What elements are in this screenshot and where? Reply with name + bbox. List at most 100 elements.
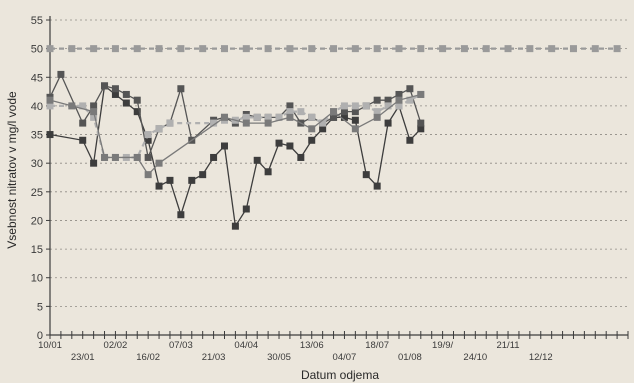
x-tick-label: 30/05	[267, 352, 291, 363]
y-tick-label: 35	[31, 130, 43, 142]
data-point-marker	[144, 153, 152, 161]
data-point-marker	[308, 136, 316, 144]
data-point-marker	[417, 45, 425, 53]
data-point-marker	[417, 90, 425, 98]
data-point-marker	[373, 96, 381, 104]
data-point-marker	[373, 182, 381, 190]
data-point-marker	[395, 102, 403, 110]
data-point-marker	[188, 176, 196, 184]
x-tick-label: 13/06	[300, 340, 324, 351]
y-tick-label: 30	[31, 158, 43, 170]
data-point-marker	[264, 119, 272, 127]
x-tick-label: 01/08	[398, 352, 422, 363]
data-point-marker	[253, 156, 261, 164]
data-point-marker	[220, 45, 228, 53]
data-point-marker	[101, 82, 109, 90]
data-point-marker	[297, 153, 305, 161]
data-point-marker	[417, 119, 425, 127]
x-axis-title: Datum odjema	[301, 368, 379, 382]
data-point-marker	[253, 113, 261, 121]
series-1	[46, 45, 621, 53]
data-point-marker	[362, 102, 370, 110]
x-tick-label: 16/02	[136, 352, 160, 363]
series-5-line	[49, 93, 421, 176]
data-point-marker	[144, 171, 152, 179]
data-point-marker	[406, 136, 414, 144]
data-point-marker	[90, 102, 98, 110]
data-point-marker	[166, 119, 174, 127]
data-point-marker	[177, 211, 185, 219]
data-point-marker	[144, 136, 152, 144]
data-point-marker	[242, 45, 250, 53]
data-point-marker	[297, 108, 305, 116]
data-point-marker	[362, 171, 370, 179]
y-axis-title: Vsebnost nitratov v mg/l vode	[5, 91, 19, 249]
data-point-marker	[482, 45, 490, 53]
data-point-marker	[90, 159, 98, 167]
data-point-marker	[373, 45, 381, 53]
y-axis-ticks: 0 5 10 15 20 25 30 35 40 45 50 55	[31, 15, 50, 342]
x-tick-label: 21/03	[202, 352, 226, 363]
x-tick-label: 24/10	[463, 352, 487, 363]
x-tick-label: 18/07	[365, 340, 389, 351]
data-point-marker	[111, 153, 119, 161]
data-point-marker	[275, 113, 283, 121]
data-point-marker	[242, 205, 250, 213]
y-tick-label: 10	[31, 273, 43, 285]
data-point-marker	[395, 45, 403, 53]
data-point-marker	[613, 45, 621, 53]
data-point-marker	[286, 102, 294, 110]
data-point-marker	[79, 102, 87, 110]
data-point-marker	[319, 119, 327, 127]
data-point-marker	[133, 153, 141, 161]
y-tick-label: 15	[31, 244, 43, 256]
y-tick-label: 20	[31, 215, 43, 227]
data-point-marker	[220, 142, 228, 150]
data-point-marker	[526, 45, 534, 53]
data-point-marker	[46, 102, 54, 110]
x-tick-label: 02/02	[104, 340, 128, 351]
data-point-marker	[351, 125, 359, 133]
data-point-marker	[351, 45, 359, 53]
x-tick-label: 12/12	[529, 352, 553, 363]
data-point-marker	[264, 168, 272, 176]
data-point-marker	[275, 139, 283, 147]
series-3	[46, 70, 425, 161]
y-tick-label: 40	[31, 101, 43, 113]
x-tick-label: 23/01	[71, 352, 95, 363]
data-point-marker	[133, 96, 141, 104]
data-point-marker	[340, 113, 348, 121]
data-point-marker	[548, 45, 556, 53]
x-tick-label: 10/01	[38, 340, 62, 351]
data-point-marker	[264, 113, 272, 121]
data-point-marker	[166, 176, 174, 184]
data-point-marker	[439, 45, 447, 53]
data-point-marker	[242, 113, 250, 121]
data-point-marker	[242, 119, 250, 127]
data-point-marker	[199, 171, 207, 179]
data-point-marker	[286, 142, 294, 150]
data-point-marker	[155, 182, 163, 190]
data-point-marker	[101, 153, 109, 161]
data-point-marker	[210, 153, 218, 161]
data-point-marker	[384, 96, 392, 104]
series-group	[46, 45, 621, 230]
data-point-marker	[220, 113, 228, 121]
data-point-marker	[90, 45, 98, 53]
data-point-marker	[569, 45, 577, 53]
data-point-marker	[155, 125, 163, 133]
data-point-marker	[264, 45, 272, 53]
data-point-marker	[406, 85, 414, 93]
y-tick-label: 55	[31, 15, 43, 27]
data-point-marker	[133, 45, 141, 53]
gridlines	[50, 19, 628, 307]
data-point-marker	[406, 96, 414, 104]
data-point-marker	[395, 90, 403, 98]
axes	[49, 16, 628, 336]
data-point-marker	[340, 102, 348, 110]
y-tick-label: 45	[31, 72, 43, 84]
data-point-marker	[46, 45, 54, 53]
data-point-marker	[384, 119, 392, 127]
